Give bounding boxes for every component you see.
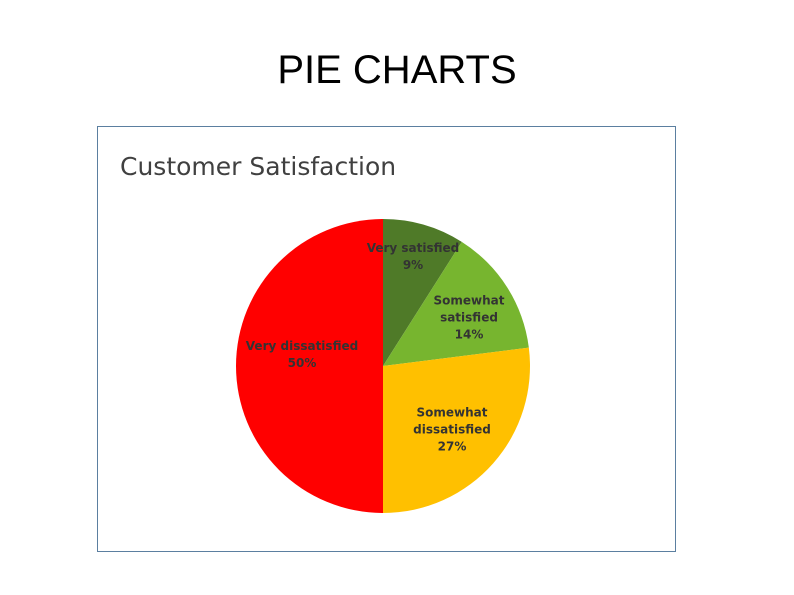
value-label: 50% — [287, 356, 317, 370]
pie-slice — [383, 241, 529, 366]
value-label: 9% — [402, 258, 424, 272]
category-label: Somewhat satisfied — [433, 293, 505, 325]
pie-slice — [383, 219, 462, 366]
chart-title: Customer Satisfaction — [120, 152, 397, 181]
pie-slice — [236, 219, 383, 513]
category-label: Somewhat dissatisfied — [413, 405, 491, 437]
category-label: Very dissatisfied — [245, 339, 359, 353]
value-label: 14% — [454, 327, 484, 342]
data-label: Somewhat satisfied 14% — [419, 293, 519, 344]
data-label: Very dissatisfied 50% — [237, 338, 367, 372]
data-label: Very satisfied 9% — [363, 240, 463, 274]
pie-slice — [383, 347, 531, 513]
data-label: Somewhat dissatisfied 27% — [402, 405, 502, 456]
category-label: Very satisfied — [366, 241, 460, 255]
chart-frame — [97, 126, 676, 552]
value-label: 27% — [437, 439, 467, 454]
slide-title: PIE CHARTS — [277, 48, 517, 92]
